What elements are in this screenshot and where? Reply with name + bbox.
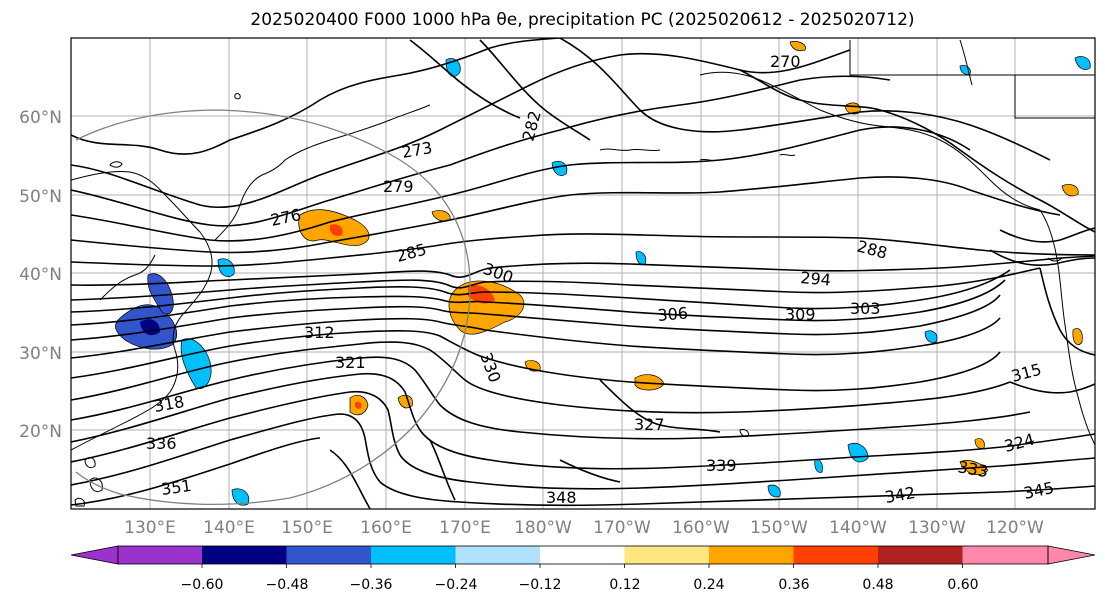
lon-label: 130°W [908, 518, 966, 538]
colorbar-tick-label: 0.24 [693, 577, 724, 593]
lon-label: 130°E [124, 518, 176, 538]
colorbar-swatch [709, 546, 794, 564]
colorbar-tick-label: −0.12 [519, 577, 562, 593]
coastlines [71, 39, 1095, 507]
contour-label: 321 [335, 353, 366, 372]
lat-label: 50°N [19, 187, 62, 207]
colorbar-extend-high [1047, 545, 1096, 565]
lon-label: 170°E [439, 518, 491, 538]
contour-label: 339 [706, 456, 737, 475]
lon-label: 140°E [203, 518, 255, 538]
contour-label: 351 [160, 476, 193, 499]
contour-label: 312 [304, 323, 335, 342]
lat-label: 40°N [19, 265, 62, 285]
colorbar-swatch [118, 546, 202, 564]
colorbar-swatch [793, 546, 879, 564]
colorbar [70, 545, 1096, 568]
colorbar-tick-label: −0.36 [350, 577, 393, 593]
colorbar-swatch [371, 546, 456, 564]
colorbar-swatch [202, 546, 287, 564]
contour-label: 327 [634, 415, 665, 434]
graticule [71, 38, 1095, 509]
colorbar-tick-label: 0.60 [947, 577, 978, 593]
lon-label: 120°W [986, 518, 1044, 538]
colorbar-tick-label: 0.48 [862, 577, 893, 593]
colorbar-tick-label: −0.24 [435, 577, 478, 593]
map-plot-area: 270 273 276 279 282 285 288 294 300 303 … [71, 38, 1095, 509]
map-frame [70, 37, 1096, 510]
colorbar-tick-label: −0.48 [266, 577, 309, 593]
contour-label: 270 [770, 52, 801, 71]
lon-label: 150°W [750, 518, 808, 538]
contour-label: 336 [146, 434, 177, 453]
lat-label: 60°N [19, 108, 62, 128]
contour-label: 294 [800, 268, 832, 290]
lon-label: 180°W [514, 518, 572, 538]
contour-label: 306 [657, 303, 689, 325]
colorbar-swatch [962, 546, 1048, 564]
colorbar-frame [117, 545, 1049, 565]
lon-label: 160°W [672, 518, 730, 538]
colorbar-tick-label: 0.36 [778, 577, 809, 593]
contour-label: 279 [383, 177, 414, 196]
colorbar-swatch [455, 546, 541, 564]
colorbar-tick-label: −0.60 [181, 577, 224, 593]
colorbar-swatch [286, 546, 372, 564]
latitude-labels: 60°N 50°N 40°N 30°N 20°N [19, 108, 62, 442]
lon-label: 140°W [829, 518, 887, 538]
lat-label: 30°N [19, 344, 62, 364]
colorbar-tick-labels: −0.60 −0.48 −0.36 −0.24 −0.12 0.12 0.24 … [181, 577, 979, 593]
colorbar-swatch [624, 546, 710, 564]
contour-label: 309 [785, 305, 816, 324]
lon-label: 170°W [593, 518, 651, 538]
focus-circle [75, 109, 471, 506]
colorbar-extend-low [70, 545, 119, 565]
theta-e-contours [71, 38, 1095, 509]
lon-label: 160°E [360, 518, 412, 538]
colorbar-tick-label: 0.12 [609, 577, 640, 593]
lon-label: 150°E [281, 518, 333, 538]
colorbar-swatch [540, 546, 625, 564]
contour-label: 303 [850, 299, 881, 318]
colorbar-swatch [878, 546, 963, 564]
lat-label: 20°N [19, 422, 62, 442]
map-title: 2025020400 F000 1000 hPa θe, precipitati… [250, 10, 915, 30]
longitude-labels: 130°E 140°E 150°E 160°E 170°E 180°W 170°… [124, 518, 1044, 538]
contour-label: 348 [546, 488, 577, 507]
